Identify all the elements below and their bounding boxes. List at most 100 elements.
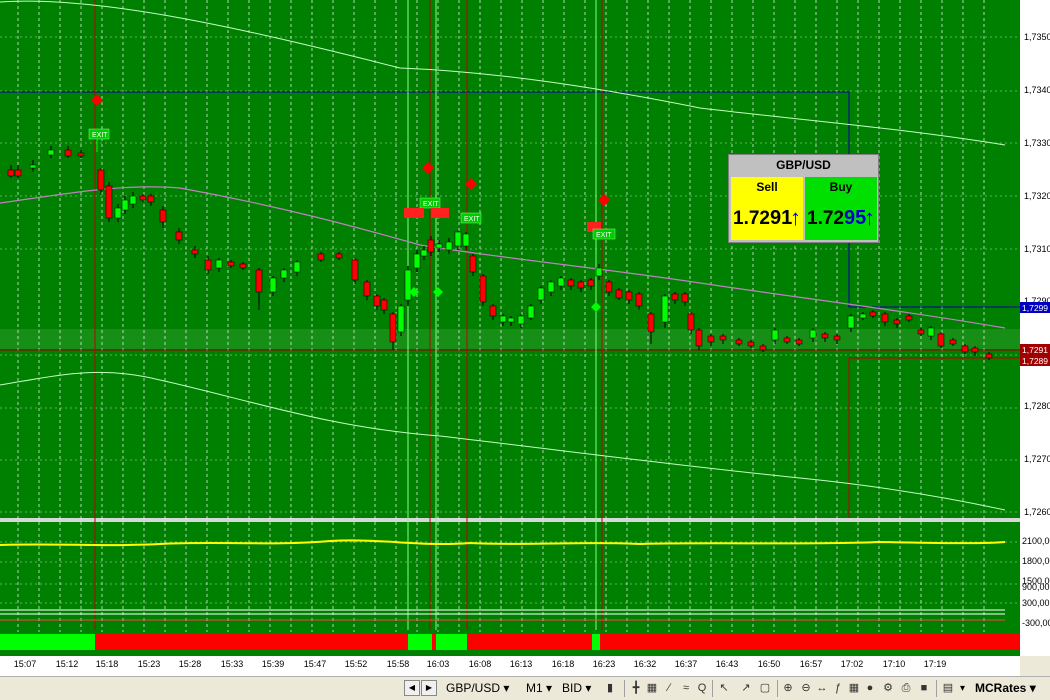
price-tick-label: 1,7290 <box>1024 296 1050 306</box>
candle <box>615 288 623 300</box>
timeframe-dropdown[interactable]: M1 ▾ <box>526 681 553 695</box>
indicator-tick-label: 2100,00 <box>1022 536 1050 546</box>
candle <box>489 304 497 320</box>
time-tick-label: 16:37 <box>675 659 698 669</box>
time-tick-label: 15:33 <box>221 659 244 669</box>
candle <box>462 232 470 250</box>
candle <box>397 304 405 336</box>
price-axis: 1,73501,73401,73301,73201,73101,72901,72… <box>1022 32 1050 628</box>
time-tick-label: 16:03 <box>427 659 450 669</box>
line-tool-icon[interactable]: ∕ <box>668 682 670 694</box>
candle <box>97 168 105 195</box>
candle <box>577 280 585 292</box>
zoom-icon[interactable]: Q <box>697 682 707 694</box>
properties-icon[interactable]: ▤ <box>942 682 954 694</box>
pan-icon[interactable]: ↔ <box>816 682 828 694</box>
candle <box>547 280 555 296</box>
crosshair-icon[interactable]: ╋ <box>632 682 640 694</box>
candle <box>905 314 913 322</box>
draw-icon[interactable]: ↗ <box>741 682 751 694</box>
time-tick-label: 16:57 <box>800 659 823 669</box>
indicator-tick-label: 1800,00 <box>1022 556 1050 566</box>
save-icon[interactable]: ■ <box>920 682 928 694</box>
candle <box>635 292 643 310</box>
time-tick-label: 15:28 <box>179 659 202 669</box>
grid-icon[interactable]: ▦ <box>646 682 658 694</box>
source-dropdown[interactable]: MCRates ▾ <box>975 681 1036 695</box>
candle <box>821 332 829 342</box>
sell-button[interactable]: Sell 1.7291 ↑ <box>731 177 803 240</box>
time-tick-label: 15:23 <box>138 659 161 669</box>
settings-icon[interactable]: ⚙ <box>883 682 893 694</box>
alert-icon[interactable]: ● <box>866 682 874 694</box>
current-bid-tag: 1,7299 <box>1022 303 1048 313</box>
candle <box>605 280 613 296</box>
indicator-icon[interactable]: ƒ <box>834 682 842 694</box>
chart-type-icon[interactable]: ▮ <box>606 682 614 694</box>
candle <box>114 204 122 222</box>
arrow-up-icon: ↑ <box>790 205 801 230</box>
candle <box>747 340 755 348</box>
price-type-dropdown[interactable]: BID ▾ <box>562 681 592 695</box>
zoom-in-icon[interactable]: ⊕ <box>783 682 793 694</box>
candle <box>893 318 901 328</box>
scroll-left-button[interactable]: ◀ <box>404 680 420 696</box>
candle <box>77 150 85 158</box>
time-tick-label: 15:39 <box>262 659 285 669</box>
candle <box>175 228 183 244</box>
candle <box>499 314 507 326</box>
candle <box>147 194 155 206</box>
candle <box>707 334 715 346</box>
price-tick-label: 1,7310 <box>1024 244 1050 254</box>
candle <box>479 274 487 306</box>
channel-icon[interactable]: ▢ <box>759 682 771 694</box>
print-icon[interactable]: ⎙ <box>901 682 911 694</box>
time-tick-label: 15:18 <box>96 659 119 669</box>
cursor-icon[interactable]: ↖ <box>719 682 729 694</box>
candle <box>869 310 877 318</box>
properties-dropdown[interactable]: ▾ <box>960 683 966 694</box>
chart-toolbar: ◀ ▶ GBP/USD ▾ M1 ▾ BID ▾ ▮ ╋ ▦ ∕ ≈ Q ↖ ↗… <box>0 676 1050 700</box>
template-icon[interactable]: ▦ <box>848 682 860 694</box>
indicator-tick-label: 300,00 <box>1022 598 1050 608</box>
exit-flag: EXIT <box>587 222 616 240</box>
candle <box>191 246 199 258</box>
indicator-tick-label: 1500,00 <box>1022 576 1050 586</box>
zoom-out-icon[interactable]: ⊖ <box>801 682 811 694</box>
scroll-right-button[interactable]: ▶ <box>421 680 437 696</box>
candle <box>454 230 462 250</box>
candle <box>469 254 477 276</box>
symbol-dropdown[interactable]: GBP/USD ▾ <box>446 681 510 695</box>
candle <box>537 286 545 304</box>
candle <box>227 260 235 268</box>
candle <box>759 344 767 352</box>
candle <box>567 278 575 290</box>
candle <box>961 344 969 354</box>
buy-button[interactable]: Buy 1.7295 ↑ <box>805 177 877 240</box>
candle <box>239 262 247 270</box>
candle <box>771 328 779 344</box>
candle <box>625 290 633 304</box>
svg-text:EXIT: EXIT <box>464 216 480 223</box>
candle <box>404 266 412 306</box>
candle <box>159 206 167 228</box>
candle <box>14 165 22 178</box>
candle <box>985 352 993 360</box>
sell-price: 1.7291 <box>733 207 793 229</box>
candle <box>280 268 288 282</box>
price-chart[interactable]: EXIT EXIT EXIT EXIT <box>0 0 1050 676</box>
quote-panel: GBP/USD Sell 1.7291 ↑ Buy 1.7295 ↑ <box>728 154 879 243</box>
candle <box>7 165 15 178</box>
svg-text:EXIT: EXIT <box>423 201 439 208</box>
chart-area[interactable]: EXIT EXIT EXIT EXIT <box>0 0 1050 676</box>
candle <box>255 268 263 310</box>
candle <box>859 312 867 320</box>
candle <box>881 312 889 326</box>
price-tick-label: 1,7350 <box>1024 32 1050 42</box>
candle <box>47 146 55 158</box>
candle <box>661 294 669 328</box>
candle <box>420 246 428 260</box>
price-tick-label: 1,7330 <box>1024 138 1050 148</box>
svg-text:EXIT: EXIT <box>596 232 612 239</box>
fibonacci-icon[interactable]: ≈ <box>682 682 690 694</box>
